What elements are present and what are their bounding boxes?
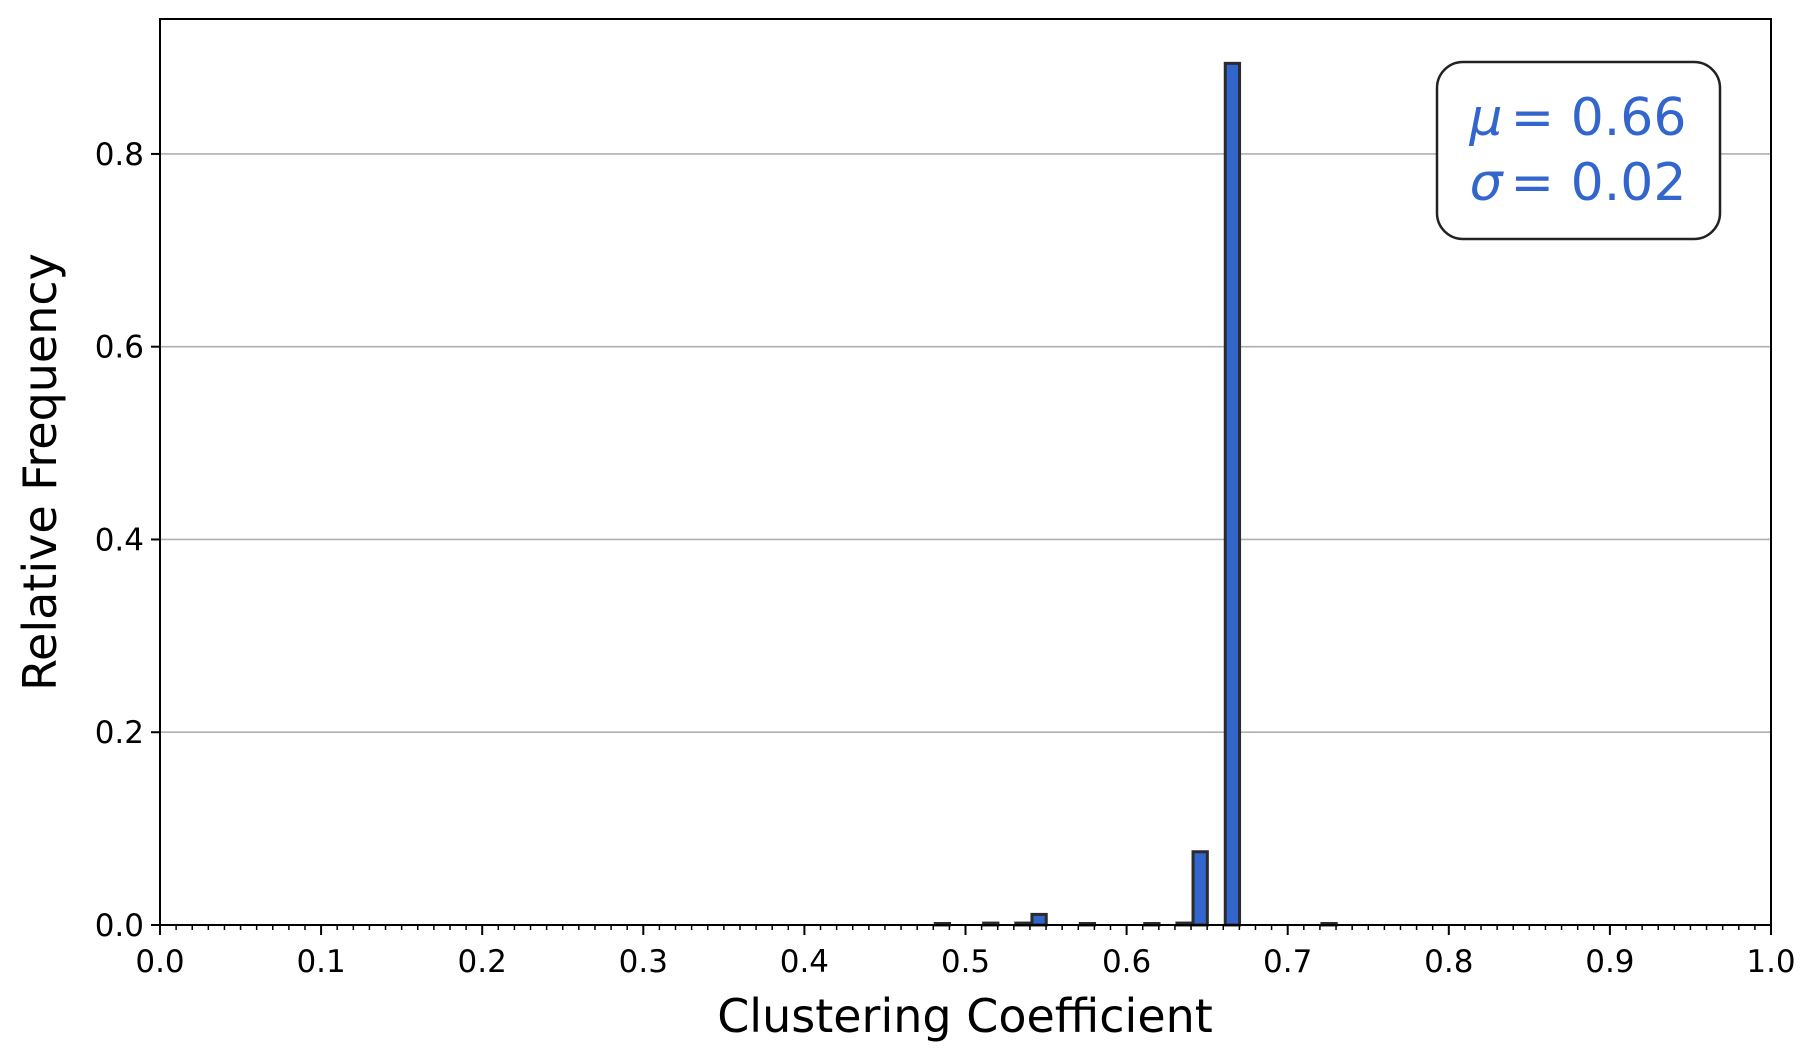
mu-value: = 0.66 (1511, 88, 1687, 148)
x-tick-label: 0.7 (1263, 944, 1312, 980)
x-tick-label: 0.6 (1102, 944, 1151, 980)
histogram-bar (1191, 850, 1209, 927)
y-tick-label: 0.8 (95, 137, 144, 173)
sigma-stat: σ = 0.02 (1470, 153, 1687, 213)
x-axis-label: Clustering Coefficient (717, 989, 1213, 1043)
y-axis-ticks: 0.0 0.2 0.4 0.6 0.8 (95, 137, 160, 944)
y-tick-label: 0.6 (95, 330, 144, 366)
x-tick-label: 0.9 (1585, 944, 1634, 980)
mu-symbol: μ (1469, 88, 1503, 148)
x-tick-label: 0.2 (458, 944, 507, 980)
x-tick-label: 0.3 (619, 944, 668, 980)
x-tick-label: 1.0 (1746, 944, 1795, 980)
y-tick-label: 0.2 (95, 715, 144, 751)
x-tick-label: 0.5 (941, 944, 990, 980)
grid-lines (160, 153, 1771, 734)
x-tick-label: 0.8 (1424, 944, 1473, 980)
histogram-bar (1030, 912, 1048, 927)
sigma-symbol: σ (1470, 153, 1505, 213)
y-tick-label: 0.0 (95, 908, 144, 944)
stats-annotation-box: μ = 0.66 σ = 0.02 (1435, 60, 1722, 241)
y-tick-label: 0.4 (95, 522, 144, 558)
x-axis-ticks: 0.0 0.1 0.2 0.3 0.4 0.5 0.6 0.7 0.8 0.9 1.0 (135, 925, 1796, 980)
mu-stat: μ = 0.66 (1469, 88, 1687, 148)
histogram-bar (1223, 61, 1242, 927)
stats-box-frame (1435, 60, 1722, 241)
x-tick-label: 0.0 (135, 944, 184, 980)
x-tick-label: 0.1 (296, 944, 345, 980)
y-axis-label: Relative Frequency (13, 253, 67, 691)
sigma-value: = 0.02 (1511, 153, 1687, 213)
x-tick-label: 0.4 (780, 944, 829, 980)
